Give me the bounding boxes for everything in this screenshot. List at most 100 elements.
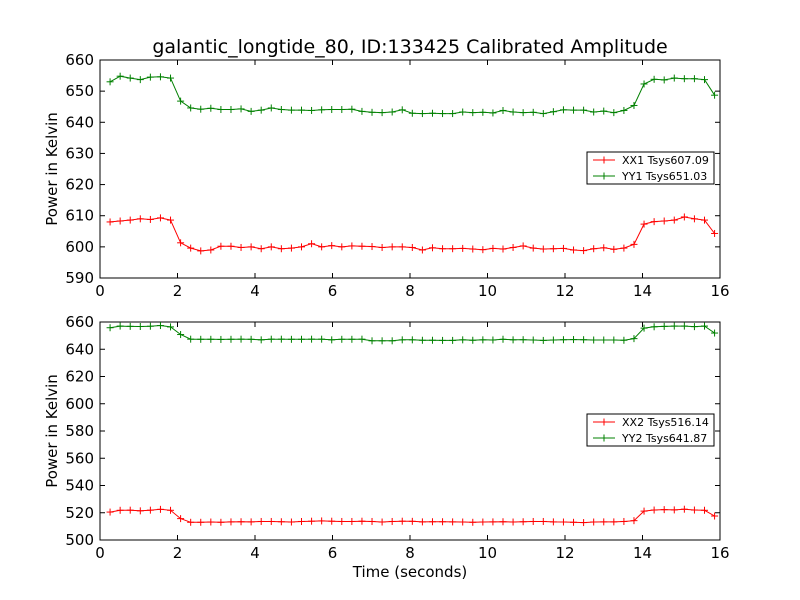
- bottom-series-2-point: [287, 335, 295, 343]
- bottom-series-2-point: [469, 336, 477, 344]
- top-series-2-point: [348, 105, 356, 113]
- top-series-1-point: [670, 216, 678, 224]
- top-series-1-point: [650, 218, 658, 226]
- bottom-plot-xlabel: Time (seconds): [352, 563, 468, 581]
- top-series-1-point: [439, 245, 447, 253]
- top-legend-label-2: YY1 Tsys651.03: [621, 170, 707, 183]
- top-series-2-point: [358, 107, 366, 115]
- bottom-series-1-point: [277, 518, 285, 526]
- top-series-2-point: [428, 109, 436, 117]
- top-xtick-label: 8: [405, 282, 415, 300]
- top-ytick-label: 630: [65, 144, 94, 162]
- top-series-2-point: [509, 108, 517, 116]
- top-xtick-label: 10: [478, 282, 497, 300]
- bottom-series-1-point: [177, 515, 185, 523]
- top-series-1-point: [479, 246, 487, 254]
- top-series-2-point: [439, 110, 447, 118]
- bottom-series-1-point: [459, 518, 467, 526]
- bottom-series-1-point: [529, 517, 537, 525]
- bottom-series-1-point: [640, 507, 648, 515]
- bottom-series-1-point: [257, 517, 265, 525]
- bottom-xtick-label: 12: [555, 544, 574, 562]
- bottom-xtick-label: 0: [95, 544, 105, 562]
- bottom-series-2-point: [559, 336, 567, 344]
- bottom-series-1-point: [358, 517, 366, 525]
- top-xtick-label: 0: [95, 282, 105, 300]
- top-series-1-point: [106, 218, 114, 226]
- bottom-series-1-point: [650, 506, 658, 514]
- bottom-series-2-point: [590, 336, 598, 344]
- bottom-series-1-point: [338, 517, 346, 525]
- top-series-2-point: [187, 104, 195, 112]
- top-series-2-point: [701, 76, 708, 84]
- bottom-legend-label-2: YY2 Tsys641.87: [621, 432, 707, 445]
- top-series-1-point: [197, 247, 205, 255]
- top-ytick-label: 650: [65, 82, 94, 100]
- bottom-series-2-point: [237, 335, 245, 343]
- bottom-series-2-point: [388, 337, 396, 345]
- bottom-series-1-point: [701, 506, 708, 514]
- top-series-2-point: [680, 75, 688, 83]
- top-ytick-label: 610: [65, 207, 94, 225]
- top-series-1-point: [559, 244, 567, 252]
- bottom-series-2-point: [398, 336, 406, 344]
- top-ytick-label: 590: [65, 269, 94, 287]
- top-series-2-point: [398, 106, 406, 114]
- bottom-series-1-point: [580, 519, 588, 527]
- bottom-series-2-point: [701, 322, 708, 330]
- bottom-series-1-point: [610, 518, 618, 526]
- top-series-1-point: [499, 245, 507, 253]
- top-plot: Power in Kelvin 0 2 4 6 8 10 12 14 16 590 600 610 62…: [43, 51, 730, 300]
- bottom-series-2-point: [408, 336, 416, 344]
- bottom-series-2-point: [439, 336, 447, 344]
- bottom-series-1-point: [680, 505, 688, 513]
- bottom-series-1-point: [237, 518, 245, 526]
- bottom-xtick-label: 6: [328, 544, 338, 562]
- top-series-2-point: [338, 106, 346, 114]
- top-series-1-point: [207, 246, 215, 254]
- top-series-2-point: [267, 104, 275, 112]
- top-series-1-point: [287, 244, 295, 252]
- bottom-series-2-point: [247, 335, 255, 343]
- top-legend-box: [586, 151, 715, 185]
- bottom-xtick-label: 4: [250, 544, 260, 562]
- bottom-plot-legend: XX2 Tsys516.14 YY2 Tsys641.87: [586, 413, 715, 447]
- top-series-1-point: [267, 243, 275, 251]
- bottom-series-2-point: [600, 336, 608, 344]
- top-series-2-point: [277, 106, 285, 114]
- bottom-series-2-point: [449, 336, 457, 344]
- bottom-series-1-point: [328, 517, 336, 525]
- bottom-series-2-point: [489, 336, 497, 344]
- top-series-1-point: [177, 239, 185, 247]
- top-xtick-label: 2: [173, 282, 183, 300]
- top-series-1-point: [469, 245, 477, 253]
- top-series-1-point: [549, 245, 557, 253]
- top-series-2-point: [549, 108, 557, 116]
- top-series-1-point: [489, 244, 497, 252]
- top-plot-ylabel: Power in Kelvin: [43, 112, 61, 226]
- top-series-2-point: [670, 74, 678, 82]
- bottom-series-2-point: [156, 322, 164, 330]
- bottom-series-1-point: [408, 517, 416, 525]
- top-series-1-point: [640, 220, 648, 228]
- bottom-series-2-point: [509, 336, 517, 344]
- bottom-series-1-point: [146, 506, 154, 514]
- top-series-2-point: [156, 73, 164, 81]
- top-series-1-point: [298, 243, 305, 251]
- bottom-series-1-point: [539, 517, 547, 525]
- bottom-series-2-point: [126, 322, 134, 330]
- top-series-1-point: [237, 243, 245, 251]
- bottom-series-2-point: [459, 336, 467, 344]
- top-series-1-point: [318, 243, 326, 251]
- bottom-series-2-point: [146, 322, 154, 330]
- bottom-series-1-point: [167, 506, 175, 514]
- top-xtick-label: 14: [633, 282, 652, 300]
- top-series-1-point: [378, 243, 386, 251]
- top-series-2-point: [600, 107, 608, 115]
- bottom-series-1-point: [368, 517, 376, 525]
- top-series-1-point: [328, 242, 336, 250]
- bottom-series-1-point: [469, 518, 477, 526]
- bottom-series-2-point: [267, 335, 275, 343]
- top-series-2-point: [318, 106, 326, 114]
- bottom-series-2-point: [640, 324, 648, 332]
